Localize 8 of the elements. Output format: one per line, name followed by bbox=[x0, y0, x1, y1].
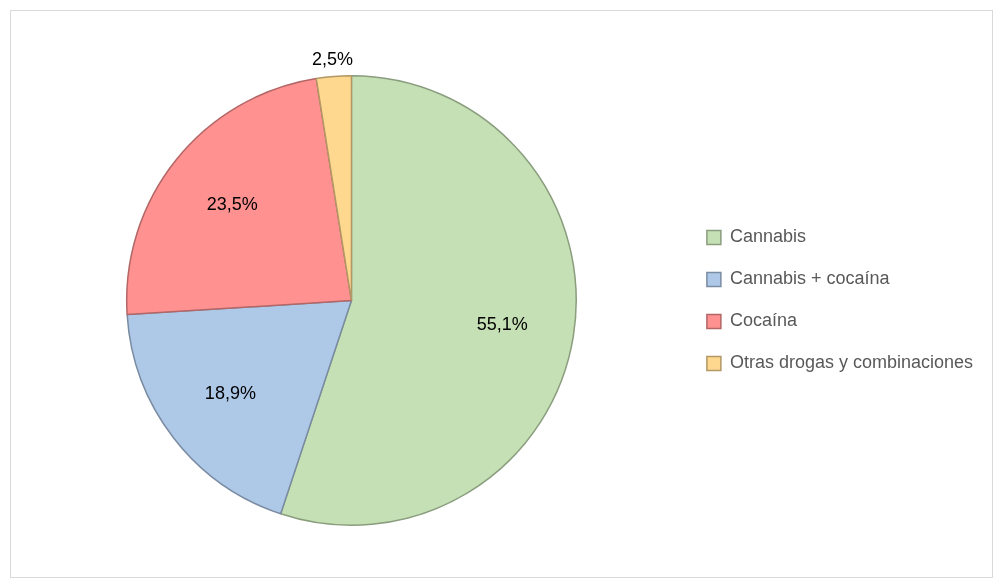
legend-label: Cannabis bbox=[729, 226, 806, 247]
legend-label: Otras drogas y combinaciones bbox=[729, 352, 974, 373]
data-label: 23,5% bbox=[206, 193, 258, 214]
legend-label: Cannabis + cocaína bbox=[729, 268, 891, 289]
legend-label: Cocaína bbox=[729, 310, 798, 331]
data-label: 18,9% bbox=[204, 382, 256, 403]
data-label: 55,1% bbox=[476, 313, 528, 334]
data-label: 2,5% bbox=[312, 49, 354, 70]
